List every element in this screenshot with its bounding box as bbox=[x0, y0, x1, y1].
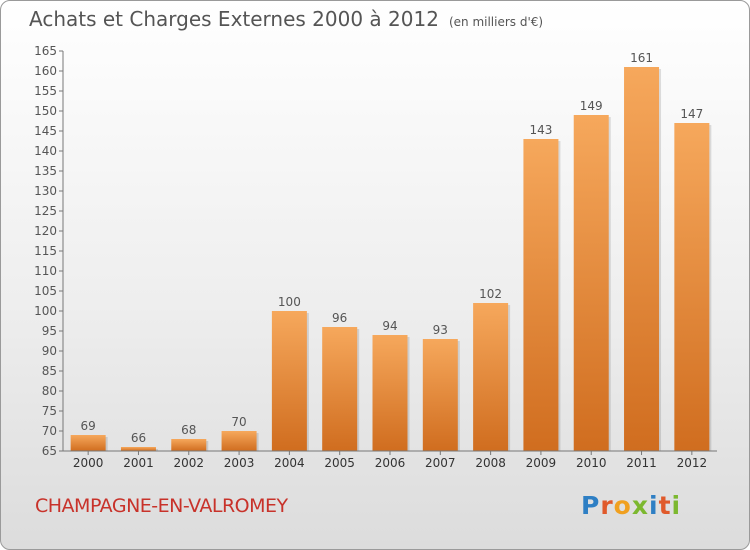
y-tick-label: 95 bbox=[42, 324, 57, 338]
y-tick-label: 65 bbox=[42, 444, 57, 458]
bar bbox=[120, 447, 156, 451]
bar-value-label: 68 bbox=[181, 423, 196, 437]
bar bbox=[624, 67, 660, 451]
bar bbox=[221, 431, 257, 451]
bar bbox=[372, 335, 408, 451]
x-tick-label: 2010 bbox=[576, 456, 607, 470]
bar-value-label: 143 bbox=[529, 123, 552, 137]
bar-value-label: 96 bbox=[332, 311, 347, 325]
y-tick-label: 160 bbox=[34, 64, 57, 78]
x-tick-label: 2009 bbox=[526, 456, 557, 470]
y-tick-label: 150 bbox=[34, 104, 57, 118]
x-axis: 2000 2001 2002 2003 2004 2005 2006 2007 2008 2009… bbox=[63, 450, 717, 470]
y-tick-label: 90 bbox=[42, 344, 57, 358]
logo-letter: t bbox=[658, 491, 672, 520]
y-tick-label: 145 bbox=[34, 124, 57, 138]
y-axis: 65 70 75 80 85 90 95 100 105 110 115 120 125 130 135 14… bbox=[34, 44, 64, 458]
bar-value-label: 147 bbox=[680, 107, 703, 121]
x-tick-label: 2001 bbox=[123, 456, 154, 470]
bar bbox=[322, 327, 358, 451]
city-name: CHAMPAGNE-EN-VALROMEY bbox=[35, 495, 288, 517]
chart-title: Achats et Charges Externes 2000 à 2012 (e… bbox=[29, 7, 543, 31]
y-tick-label: 115 bbox=[34, 244, 57, 258]
proxiti-logo[interactable]: Proxiti bbox=[581, 491, 681, 520]
bar-value-label: 70 bbox=[231, 415, 246, 429]
logo-letter: i bbox=[671, 491, 682, 520]
y-tick-label: 140 bbox=[34, 144, 57, 158]
chart-title-text: Achats et Charges Externes 2000 à 2012 bbox=[29, 7, 439, 31]
logo-letter: P bbox=[581, 491, 601, 520]
y-tick-label: 165 bbox=[34, 44, 57, 58]
y-tick-label: 105 bbox=[34, 284, 57, 298]
bars-group: 69 66 68 70 100 96 94 93 102 143 149 161 147 bbox=[70, 51, 712, 451]
bar-value-label: 161 bbox=[630, 51, 653, 65]
bar bbox=[422, 339, 458, 451]
bar bbox=[271, 311, 307, 451]
logo-letter: o bbox=[613, 491, 632, 520]
x-tick-label: 2003 bbox=[224, 456, 255, 470]
x-tick-label: 2012 bbox=[677, 456, 708, 470]
y-tick-label: 110 bbox=[34, 264, 57, 278]
y-tick-label: 125 bbox=[34, 204, 57, 218]
bar-value-label: 66 bbox=[131, 431, 146, 445]
bar-value-label: 149 bbox=[580, 99, 603, 113]
chart-subtitle: (en milliers d'€) bbox=[448, 15, 544, 29]
bar bbox=[473, 303, 509, 451]
x-tick-label: 2000 bbox=[73, 456, 104, 470]
bar bbox=[171, 439, 207, 451]
bar-value-label: 102 bbox=[479, 287, 502, 301]
x-tick-label: 2006 bbox=[375, 456, 406, 470]
x-tick-label: 2008 bbox=[475, 456, 506, 470]
x-tick-label: 2004 bbox=[274, 456, 305, 470]
bar-value-label: 93 bbox=[433, 323, 448, 337]
x-tick-label: 2011 bbox=[626, 456, 657, 470]
y-tick-label: 85 bbox=[42, 364, 57, 378]
bar-value-label: 69 bbox=[81, 419, 96, 433]
y-tick-label: 135 bbox=[34, 164, 57, 178]
y-tick-label: 155 bbox=[34, 84, 57, 98]
y-tick-label: 70 bbox=[42, 424, 57, 438]
y-tick-label: 80 bbox=[42, 384, 57, 398]
bar bbox=[70, 435, 106, 451]
y-tick-label: 130 bbox=[34, 184, 57, 198]
bar bbox=[674, 123, 710, 451]
x-tick-label: 2005 bbox=[324, 456, 355, 470]
x-tick-label: 2002 bbox=[173, 456, 204, 470]
y-tick-label: 75 bbox=[42, 404, 57, 418]
y-tick-label: 100 bbox=[34, 304, 57, 318]
y-tick-label: 120 bbox=[34, 224, 57, 238]
bar-value-label: 100 bbox=[278, 295, 301, 309]
logo-letter: x bbox=[631, 491, 649, 520]
bar bbox=[573, 115, 609, 451]
bar bbox=[523, 139, 559, 451]
logo-letter: r bbox=[600, 491, 614, 520]
logo-letter: i bbox=[649, 491, 659, 520]
x-tick-label: 2007 bbox=[425, 456, 456, 470]
bar-value-label: 94 bbox=[382, 319, 397, 333]
